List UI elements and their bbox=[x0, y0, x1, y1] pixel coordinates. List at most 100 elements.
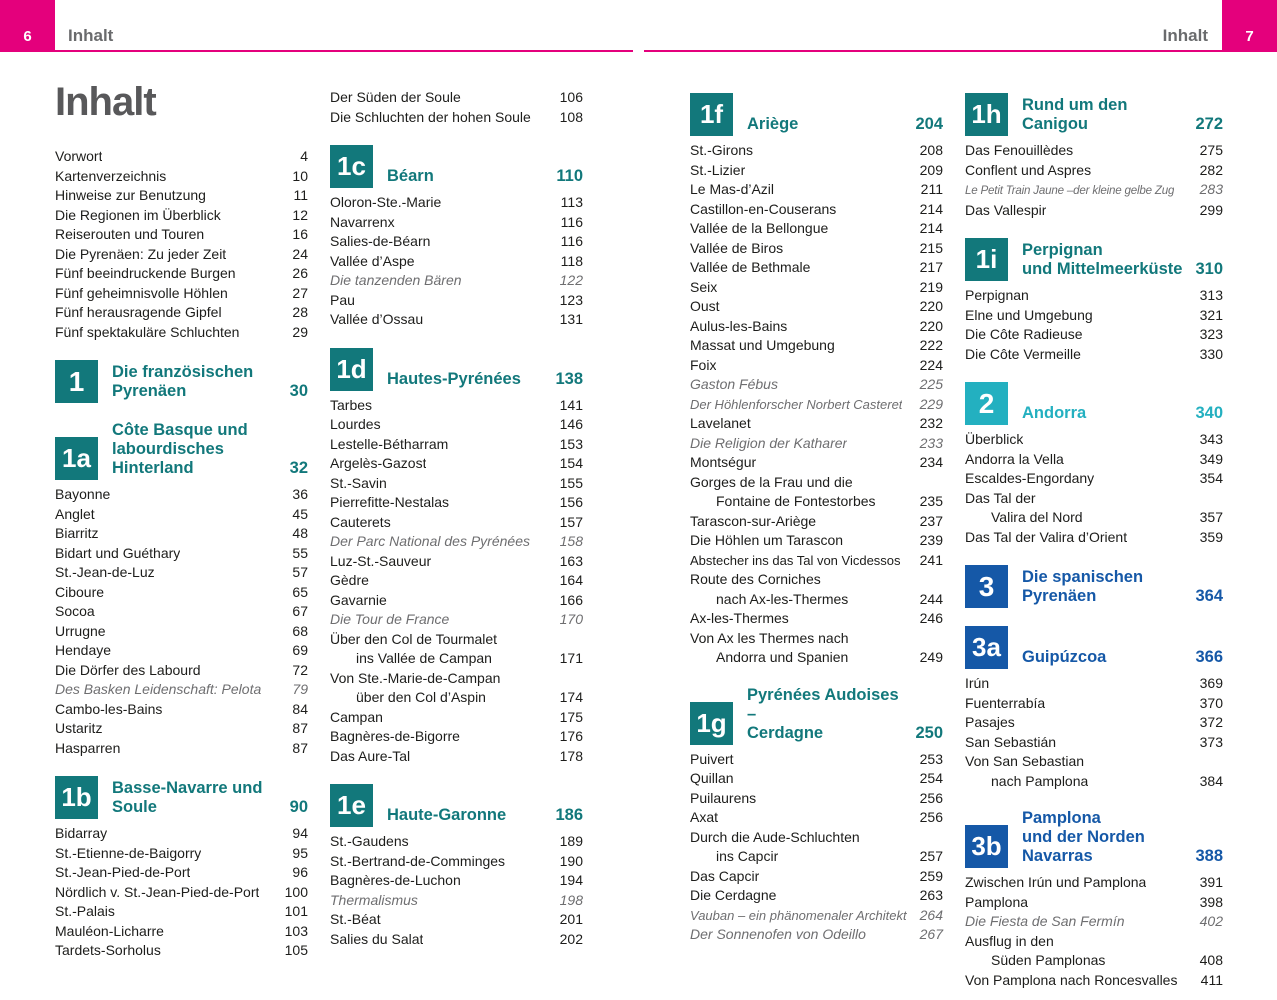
toc-entry-label: Abstecher ins das Tal von Vicdessos bbox=[690, 552, 901, 568]
toc-entry-label: Salies du Salat bbox=[330, 930, 424, 947]
toc-entry: Hasparren 87 bbox=[55, 739, 308, 759]
toc-entry-label: Gavarnie bbox=[330, 591, 387, 608]
toc-entry: Der Höhlenforscher Norbert Casteret 229 bbox=[690, 395, 943, 415]
toc-entry: Vallée d’Aspe 118 bbox=[330, 252, 583, 272]
toc-entry-label: Perpignan bbox=[965, 287, 1029, 303]
section-title: Guipúzcoa bbox=[1022, 648, 1187, 669]
section-title-line: Cerdagne bbox=[747, 723, 824, 742]
toc-entry-label: Das Tal der bbox=[965, 489, 1036, 506]
toc-entry-page-number: 65 bbox=[292, 583, 308, 600]
toc-entry-label: Der Höhlenforscher Norbert Casteret bbox=[690, 396, 903, 412]
toc-entry-label: Das Fenouillèdes bbox=[965, 142, 1074, 158]
toc-entry-page-number: 72 bbox=[292, 661, 308, 678]
running-header-right: Inhalt bbox=[1162, 26, 1208, 45]
toc-entry-label: Vorwort bbox=[55, 148, 103, 164]
toc-entry-page-number: 349 bbox=[1199, 450, 1223, 467]
toc-entry-label: Gorges de la Frau und die bbox=[690, 473, 853, 490]
toc-entry-page-number: 217 bbox=[919, 259, 943, 275]
section-title-line: labourdisches Hinterland bbox=[112, 440, 224, 477]
toc-entry: St.-Gaudens 189 bbox=[330, 832, 583, 852]
toc-entry-page-number: 10 bbox=[292, 167, 308, 184]
toc-entry-page-number: 178 bbox=[559, 747, 583, 764]
toc-entry: ins Vallée de Campan 171 bbox=[330, 649, 583, 669]
toc-entry: Fünf spektakuläre Schluchten 29 bbox=[55, 323, 308, 343]
section-badge-1a: 1a bbox=[55, 437, 98, 480]
toc-entry-label: Tarbes bbox=[330, 396, 373, 413]
toc-entry-label: Puivert bbox=[690, 750, 734, 767]
toc-entry: St.-Jean-Pied-de-Port 96 bbox=[55, 863, 308, 883]
toc-column-2: Der Süden der Soule 106 Die Schluchten der… bbox=[330, 88, 583, 949]
toc-entry-label: Gaston Fébus bbox=[690, 376, 778, 392]
toc-entry-page-number: 175 bbox=[559, 708, 583, 725]
toc-entry-page-number: 68 bbox=[292, 622, 308, 639]
page-title: Inhalt bbox=[55, 80, 157, 124]
toc-entry-label: Oloron-Ste.-Marie bbox=[330, 194, 442, 210]
toc-entry-label: Hinweise zur Benutzung bbox=[55, 187, 206, 203]
toc-entry-page-number: 16 bbox=[292, 226, 308, 242]
header-rule-left bbox=[55, 50, 633, 52]
toc-entry-page-number: 36 bbox=[292, 486, 308, 502]
toc-entry-page-number: 176 bbox=[559, 728, 583, 744]
toc-column-3: 1f Ariège 204 St.-Girons 208 St.-Lizier 209 Le … bbox=[690, 88, 943, 945]
toc-entry-label: Lestelle-Bétharram bbox=[330, 435, 449, 452]
toc-entry: über den Col d’Aspin 174 bbox=[330, 688, 583, 708]
section-page-number: 90 bbox=[289, 798, 308, 816]
toc-entry-page-number: 87 bbox=[292, 720, 308, 736]
toc-entry-page-number: 171 bbox=[559, 650, 583, 666]
toc-entry-page-number: 391 bbox=[1199, 874, 1223, 890]
toc-entry-label: Die Cerdagne bbox=[690, 887, 777, 903]
toc-entry: Andorra la Vella 349 bbox=[965, 450, 1223, 470]
toc-entry: Pamplona 398 bbox=[965, 893, 1223, 913]
toc-entry-label: Fuenterrabía bbox=[965, 694, 1046, 711]
toc-entry-label: Fünf beeindruckende Burgen bbox=[55, 265, 236, 281]
toc-entry: Cambo-les-Bains 84 bbox=[55, 700, 308, 720]
toc-entry-label: Irún bbox=[965, 675, 990, 691]
section-page-number: 186 bbox=[555, 806, 583, 824]
toc-entry-page-number: 24 bbox=[292, 245, 308, 262]
toc-entry: Puivert 253 bbox=[690, 750, 943, 770]
toc-entry-label: Von San Sebastian bbox=[965, 753, 1085, 769]
toc-entry: Die Côte Vermeille 330 bbox=[965, 345, 1223, 365]
section-title-line: Die spanischen bbox=[1022, 568, 1144, 586]
toc-entry-page-number: 57 bbox=[292, 564, 308, 580]
section-heading-3: 3 Die spanischen Pyrenäen 364 bbox=[965, 565, 1223, 608]
toc-entry-label: Castillon-en-Couserans bbox=[690, 200, 837, 217]
toc-entry: Der Süden der Soule 106 bbox=[330, 88, 583, 108]
toc-entry-page-number: 299 bbox=[1199, 201, 1223, 218]
toc-entry-page-number: 398 bbox=[1199, 893, 1223, 910]
toc-entry: Tarascon-sur-Ariège 237 bbox=[690, 512, 943, 532]
toc-entry-label: Andorra la Vella bbox=[965, 450, 1064, 467]
toc-entry: Fünf beeindruckende Burgen 26 bbox=[55, 264, 308, 284]
toc-entry-page-number: 411 bbox=[1200, 971, 1223, 988]
toc-entry-label: Tardets-Sorholus bbox=[55, 942, 161, 958]
toc-entry-label: Die Côte Vermeille bbox=[965, 345, 1081, 362]
toc-entry-page-number: 253 bbox=[919, 750, 943, 767]
toc-entry: Puilaurens 256 bbox=[690, 789, 943, 809]
toc-entry-label: Biarritz bbox=[55, 525, 99, 541]
section-badge-3b: 3b bbox=[965, 825, 1008, 868]
toc-entry: Das Fenouillèdes 275 bbox=[965, 141, 1223, 161]
toc-entry: St.-Palais 101 bbox=[55, 902, 308, 922]
toc-entry: Salies du Salat 202 bbox=[330, 930, 583, 950]
section-title-line: Côte Basque und bbox=[112, 421, 248, 439]
toc-entry-label: Süden Pamplonas bbox=[991, 952, 1106, 968]
section-heading-1a: 1a Côte Basque und labourdisches Hinterlan… bbox=[55, 421, 308, 480]
toc-entry: Le Petit Train Jaune –der kleine gelbe Z… bbox=[965, 180, 1223, 201]
toc-entry: ins Capcir 257 bbox=[690, 847, 943, 867]
toc-entry-label: Ausflug in den bbox=[965, 932, 1054, 949]
section-badge-1f: 1f bbox=[690, 93, 733, 136]
toc-entry-label: Von Ax les Thermes nach bbox=[690, 629, 849, 646]
toc-entry: Bayonne 36 bbox=[55, 485, 308, 505]
toc-entry-label: Die Höhlen um Tarascon bbox=[690, 532, 844, 548]
toc-entry-label: Socoa bbox=[55, 603, 95, 619]
section-heading-1: 1 Die französischen Pyrenäen 30 bbox=[55, 360, 308, 403]
section-title-line: Rund um den Canigou bbox=[1022, 96, 1128, 133]
section-badge-2: 2 bbox=[965, 382, 1008, 425]
section-title: Perpignan und Mittelmeerküste bbox=[1022, 241, 1187, 281]
toc-entry: St.-Etienne-de-Baigorry 95 bbox=[55, 844, 308, 864]
toc-entry-label: Über den Col de Tourmalet bbox=[330, 630, 498, 647]
toc-entry-label: Luz-St.-Sauveur bbox=[330, 552, 432, 569]
toc-entry: Bagnères-de-Luchon 194 bbox=[330, 871, 583, 891]
toc-entry-label: Navarrenx bbox=[330, 213, 395, 230]
toc-entry-page-number: 189 bbox=[559, 833, 583, 849]
